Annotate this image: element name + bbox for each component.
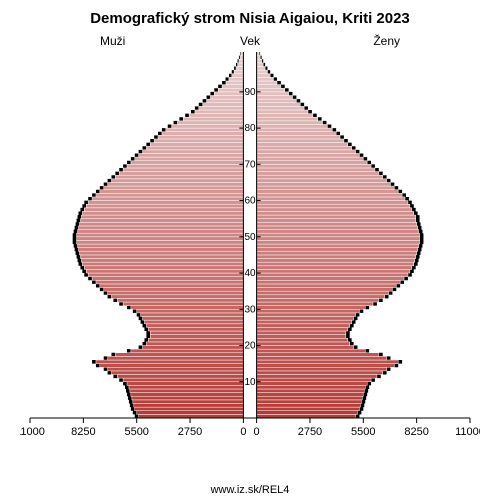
svg-text:2750: 2750 [298, 426, 322, 438]
svg-text:50: 50 [244, 232, 256, 243]
svg-text:20: 20 [244, 341, 256, 352]
svg-text:0: 0 [240, 426, 246, 438]
chart-title: Demografický strom Nisia Aigaiou, Kriti … [0, 10, 500, 27]
svg-text:60: 60 [244, 196, 256, 207]
label-male: Muži [100, 34, 125, 48]
svg-text:2750: 2750 [178, 426, 202, 438]
svg-text:0: 0 [254, 426, 260, 438]
label-age: Vek [240, 34, 260, 48]
svg-text:90: 90 [244, 87, 256, 98]
svg-text:11000: 11000 [455, 426, 480, 438]
svg-text:5500: 5500 [124, 426, 148, 438]
svg-text:8250: 8250 [404, 426, 428, 438]
svg-text:80: 80 [244, 123, 256, 134]
svg-text:10: 10 [244, 377, 256, 388]
svg-text:8250: 8250 [71, 426, 95, 438]
svg-text:5500: 5500 [351, 426, 375, 438]
source-url: www.iz.sk/REL4 [0, 484, 500, 496]
label-female: Ženy [373, 34, 400, 48]
svg-text:30: 30 [244, 304, 256, 315]
pyramid-chart: 11000 11000 8250 8250 5500 5500 2750 2750 00 10 20… [20, 50, 480, 450]
svg-text:70: 70 [244, 159, 256, 170]
svg-text:11000: 11000 [20, 426, 45, 438]
svg-text:40: 40 [244, 268, 256, 279]
